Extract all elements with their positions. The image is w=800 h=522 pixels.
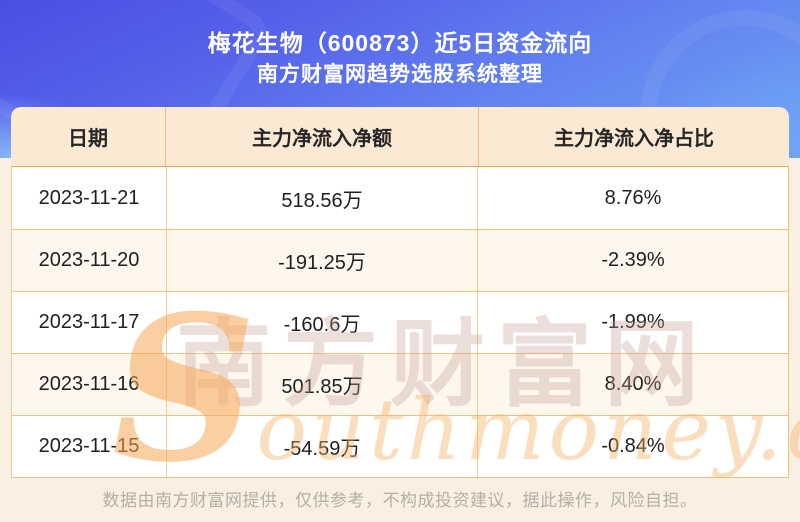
table-row: 2023-11-20 -191.25万 -2.39%	[12, 229, 788, 291]
fund-flow-table: 日期 主力净流入净额 主力净流入净占比 2023-11-21 518.56万 8…	[11, 107, 789, 478]
column-header-date: 日期	[68, 128, 108, 150]
table-header-row: 日期 主力净流入净额 主力净流入净占比	[11, 107, 789, 167]
table-row: 2023-11-17 -160.6万 -1.99%	[12, 291, 788, 353]
date-cell: 2023-11-16	[38, 373, 140, 395]
net-inflow-cell: -191.25万	[166, 230, 477, 291]
net-inflow-ratio-cell: -2.39%	[477, 230, 788, 291]
table-row: 2023-11-15 -54.59万 -0.84%	[12, 415, 788, 477]
net-inflow-ratio-cell: -0.84%	[477, 416, 788, 477]
net-inflow-ratio-cell: -1.99%	[477, 292, 788, 353]
page-subtitle: 南方财富网趋势选股系统整理	[257, 63, 543, 86]
date-cell: 2023-11-15	[38, 435, 140, 457]
net-inflow-cell: -54.59万	[166, 416, 477, 477]
date-cell: 2023-11-21	[38, 186, 140, 209]
page-title: 梅花生物（600873）近5日资金流向	[207, 30, 593, 56]
date-cell: 2023-11-20	[38, 249, 140, 271]
column-header-net-inflow-ratio: 主力净流入净占比	[478, 107, 789, 166]
net-inflow-ratio-cell: 8.76%	[477, 167, 788, 229]
net-inflow-cell: -160.6万	[166, 292, 477, 353]
disclaimer-text: 数据由南方财富网提供，仅供参考，不构成投资建议，据此操作，风险自担。	[102, 491, 698, 510]
column-header-net-inflow: 主力净流入净额	[165, 107, 478, 166]
table-row: 2023-11-16 501.85万 8.40%	[12, 353, 788, 415]
date-cell: 2023-11-17	[38, 311, 140, 333]
net-inflow-cell: 501.85万	[166, 354, 477, 415]
net-inflow-ratio-cell: 8.40%	[477, 354, 788, 415]
table-row: 2023-11-21 518.56万 8.76%	[12, 167, 788, 229]
net-inflow-cell: 518.56万	[166, 167, 477, 229]
table-body: 2023-11-21 518.56万 8.76% 2023-11-20 -191…	[11, 167, 789, 478]
